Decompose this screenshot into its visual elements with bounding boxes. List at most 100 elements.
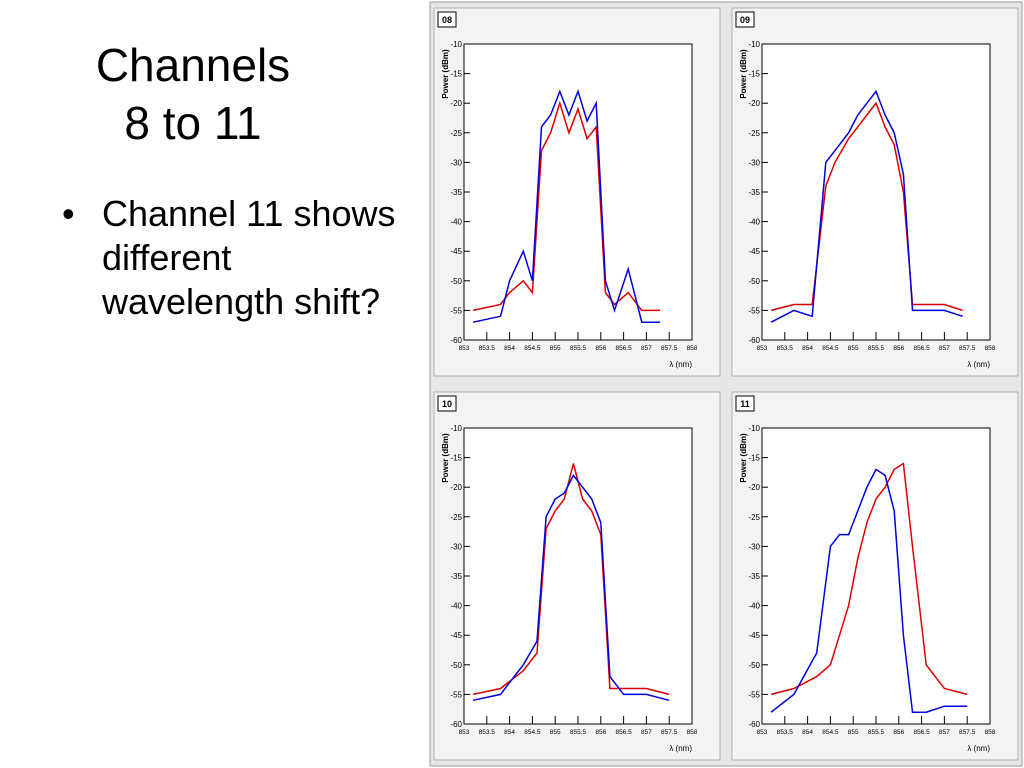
panel-label: 09 [740,15,750,25]
y-tick-label: -55 [450,306,462,315]
y-tick-label: -15 [450,70,462,79]
x-tick-label: 854 [504,729,515,736]
slide-title: Channels 8 to 11 [58,36,328,152]
panel-label: 10 [442,399,452,409]
plot-area [463,427,693,725]
x-tick-label: 855.5 [868,729,885,736]
x-tick-label: 857 [641,729,652,736]
y-tick-label: -60 [748,336,760,345]
y-axis-label: Power (dBm) [739,433,748,483]
x-tick-label: 857 [939,729,950,736]
y-tick-label: -45 [748,631,760,640]
plot-area [761,427,991,725]
x-tick-label: 853.5 [777,345,794,352]
y-tick-label: -35 [748,572,760,581]
panel-label-box [735,11,755,28]
x-tick-label: 858 [687,345,698,352]
bullet-list: • Channel 11 shows different wavelength s… [60,192,420,324]
x-tick-label: 858 [985,345,996,352]
y-tick-label: -25 [450,513,462,522]
spectrum-series-line [770,89,963,323]
x-tick-label: 856 [893,729,904,736]
spectrum-series-line [472,89,661,323]
x-axis-label: λ (nm) [669,744,692,753]
bullet-dot-icon: • [62,193,75,234]
y-tick-label: -50 [450,277,462,286]
x-tick-label: 853 [459,729,470,736]
x-tick-label: 854.5 [524,345,541,352]
spectrum-series-line [472,100,661,312]
x-tick-label: 854.5 [822,345,839,352]
x-tick-label: 857.5 [959,345,976,352]
y-tick-label: -15 [748,70,760,79]
x-tick-label: 855 [550,729,561,736]
y-tick-label: -25 [450,129,462,138]
spectrum-series-line [770,462,968,696]
x-tick-label: 856 [893,345,904,352]
x-tick-label: 856.5 [913,345,930,352]
bullet-item: • Channel 11 shows different wavelength s… [60,192,420,324]
x-tick-label: 857.5 [959,729,976,736]
plot-area [761,43,991,341]
x-tick-label: 858 [985,729,996,736]
bullet-text: Channel 11 shows different wavelength sh… [102,193,396,322]
x-tick-label: 856 [595,345,606,352]
y-tick-label: -20 [748,483,760,492]
y-tick-label: -10 [450,424,462,433]
x-tick-label: 854 [802,729,813,736]
x-tick-label: 853.5 [479,345,496,352]
y-tick-label: -40 [450,602,462,611]
y-tick-label: -25 [748,513,760,522]
title-line-1: Channels [95,39,291,91]
y-tick-label: -45 [450,247,462,256]
y-axis-label: Power (dBm) [441,433,450,483]
y-tick-label: -30 [748,158,760,167]
plot-grid: 08 -10 -15 -20 -25 -30 -35 -40 -45 -50 -55 -60 853 85… [428,0,1024,768]
y-tick-label: -40 [450,218,462,227]
y-tick-label: -20 [450,483,462,492]
x-tick-label: 855.5 [570,345,587,352]
panel-label-box [735,395,755,412]
x-tick-label: 853 [459,345,470,352]
y-axis-label: Power (dBm) [441,49,450,99]
x-tick-label: 855.5 [570,729,587,736]
x-axis-label: λ (nm) [967,360,990,369]
y-tick-label: -15 [450,454,462,463]
spectrum-series-line [472,474,670,702]
panel-label: 11 [740,399,750,409]
x-tick-label: 855 [848,729,859,736]
x-tick-label: 853 [757,345,768,352]
panel-label-box [437,11,457,28]
y-tick-label: -10 [748,40,760,49]
y-tick-label: -20 [450,99,462,108]
y-tick-label: -10 [450,40,462,49]
y-tick-label: -15 [748,454,760,463]
plot-area [463,43,693,341]
y-tick-label: -60 [748,720,760,729]
x-tick-label: 856.5 [615,345,632,352]
panel-label-box [437,395,457,412]
y-tick-label: -50 [450,661,462,670]
y-tick-label: -55 [450,690,462,699]
x-tick-label: 858 [687,729,698,736]
x-tick-label: 855.5 [868,345,885,352]
y-tick-label: -40 [748,602,760,611]
x-tick-label: 854.5 [524,729,541,736]
x-tick-label: 856 [595,729,606,736]
y-tick-label: -45 [450,631,462,640]
y-tick-label: -40 [748,218,760,227]
y-tick-label: -50 [748,277,760,286]
x-tick-label: 856.5 [913,729,930,736]
x-tick-label: 853.5 [777,729,794,736]
y-tick-label: -10 [748,424,760,433]
x-tick-label: 857.5 [661,345,678,352]
x-tick-label: 854.5 [822,729,839,736]
x-axis-label: λ (nm) [669,360,692,369]
y-tick-label: -60 [450,336,462,345]
y-tick-label: -20 [748,99,760,108]
